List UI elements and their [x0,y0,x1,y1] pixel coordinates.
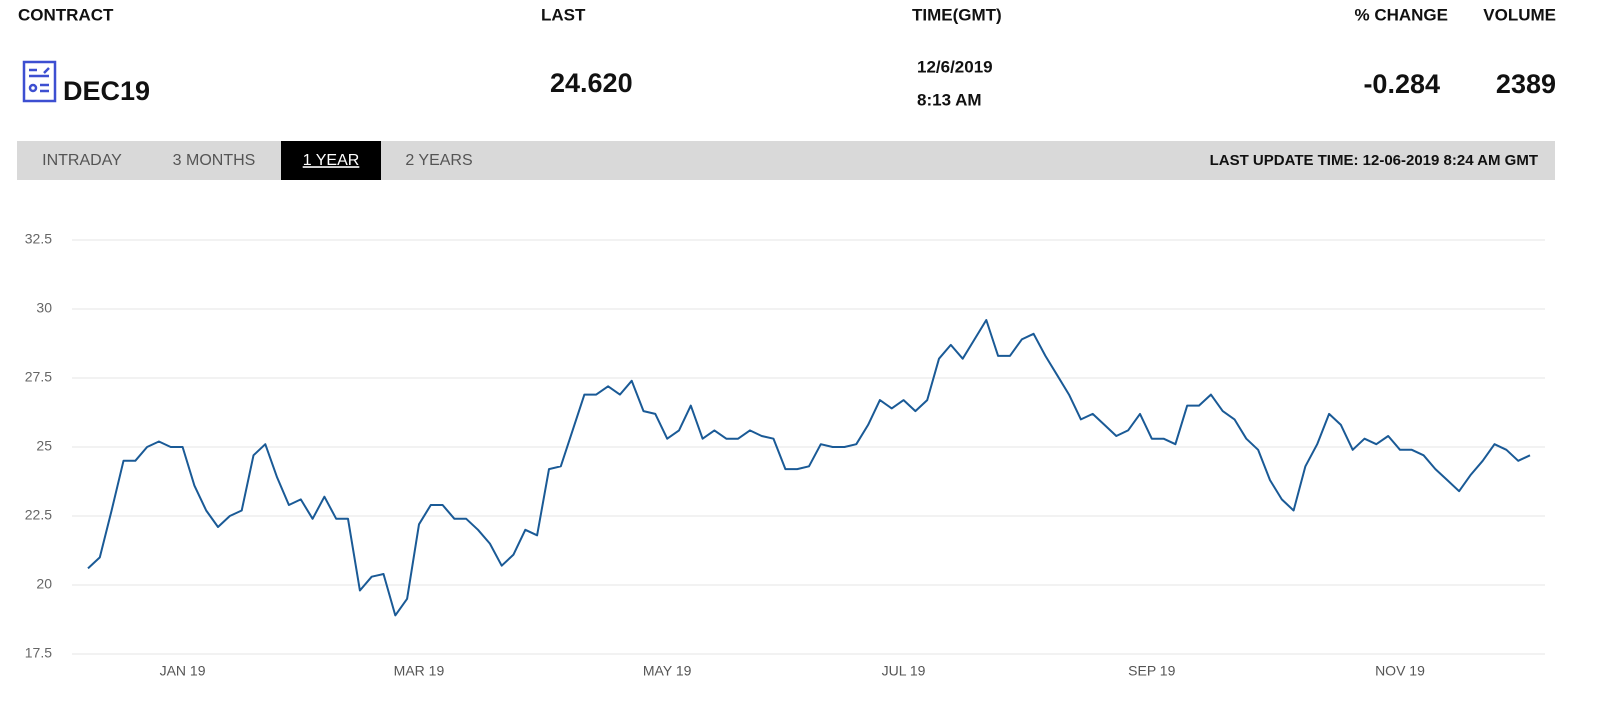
contract-name: DEC19 [63,76,150,106]
range-tab[interactable]: 2 YEARS [405,152,472,169]
y-tick-label: 22.5 [25,507,52,523]
y-tick-label: 27.5 [25,369,52,385]
last-price: 24.620 [550,68,633,98]
x-tick-label: MAR 19 [394,663,445,679]
x-tick-label: NOV 19 [1375,663,1425,679]
volume: 2389 [1496,69,1556,99]
x-tick-label: SEP 19 [1128,663,1175,679]
column-header: VOLUME [1483,5,1556,24]
y-tick-label: 20 [36,576,52,592]
y-tick-label: 32.5 [25,231,52,247]
active-tab-bg [281,141,381,180]
chart: 17.5 20 22.5 25 27.5 30 32.5 JAN 19 MAR 19 MAY 19… [25,231,1545,679]
y-tick-label: 30 [36,300,52,316]
y-tick-label: 17.5 [25,645,52,661]
percent-change: -0.284 [1363,69,1440,99]
tab-bar [17,141,1555,180]
column-header: LAST [541,5,586,24]
range-tab[interactable]: 3 MONTHS [173,152,256,169]
range-tab[interactable]: INTRADAY [42,152,122,169]
range-tab[interactable]: 1 YEAR [303,152,360,169]
column-header: % CHANGE [1354,5,1448,24]
price-line [87,319,1531,617]
x-tick-label: JUL 19 [882,663,926,679]
trade-date: 12/6/2019 [917,57,993,76]
y-tick-label: 25 [36,438,52,454]
column-header: CONTRACT [18,5,114,24]
last-update: LAST UPDATE TIME: 12-06-2019 8:24 AM GMT [1210,152,1538,169]
trade-time: 8:13 AM [917,90,982,109]
column-header: TIME(GMT) [912,5,1002,24]
contract-icon [22,60,57,103]
x-tick-label: JAN 19 [160,663,206,679]
x-tick-label: MAY 19 [643,663,692,679]
